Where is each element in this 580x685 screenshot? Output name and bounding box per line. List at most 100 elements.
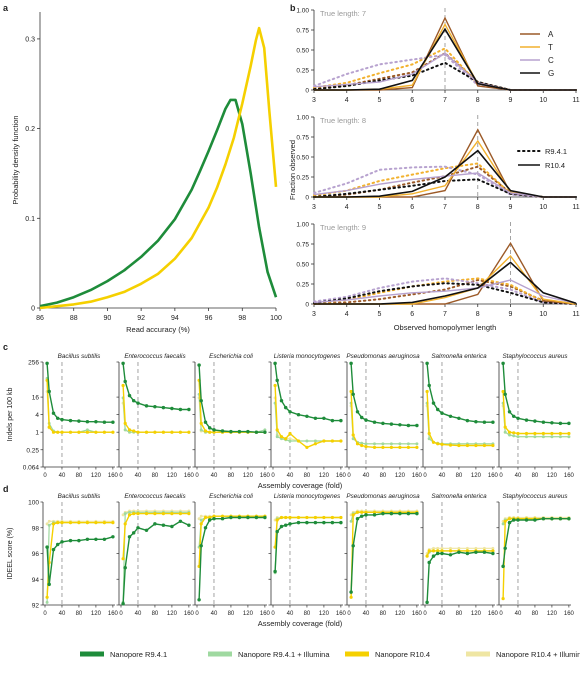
series-line-yl <box>274 397 341 442</box>
series-point-y <box>541 431 546 436</box>
y-tick-label: 0.064 <box>23 465 40 472</box>
facet-staphylococcus-aureus: Staphylococcus aureus 0 40 80 120 160 <box>496 493 575 617</box>
x-tick-label: 6 <box>410 97 414 104</box>
series-point-y <box>436 442 440 446</box>
series-point-gl <box>199 518 203 522</box>
series-point-gl <box>512 434 516 438</box>
series-line-yl <box>426 405 493 445</box>
x-tick-label: 120 <box>91 473 102 479</box>
series-point-y <box>275 428 279 432</box>
series-point-y <box>512 431 516 435</box>
series-point-g <box>153 404 157 409</box>
series-point-g <box>322 416 326 421</box>
x-tick-label: 160 <box>336 611 347 617</box>
series-line-gl <box>122 511 189 603</box>
r104-line-G <box>314 149 576 198</box>
series-point-y <box>567 431 571 436</box>
series-point-gl <box>516 435 520 439</box>
x-tick-label: 0 <box>423 611 427 617</box>
series-point-y <box>313 515 317 520</box>
x-tick-label: 120 <box>395 611 406 617</box>
x-axis-label: Assembly coverage (fold) <box>258 619 343 628</box>
series-point-yl <box>440 546 444 550</box>
series-point-y <box>111 521 115 525</box>
series-point-g <box>296 412 301 417</box>
series-point-gl <box>503 430 507 434</box>
subpanel-title: True length: 8 <box>320 116 366 125</box>
series-point-g <box>507 520 512 525</box>
facet-title: Staphylococcus aureus <box>502 353 568 360</box>
series-point-yl <box>457 546 461 550</box>
series-point-g <box>533 419 537 423</box>
x-axis-label: Observed homopolymer length <box>394 323 497 332</box>
series-point-y <box>121 557 125 561</box>
x-tick-label: 160 <box>184 473 195 479</box>
y-tick-label: 0 <box>305 302 309 309</box>
y-tick-label: 1.00 <box>296 222 309 229</box>
y-tick-label: 1 <box>35 430 39 437</box>
series-point-y <box>123 522 127 526</box>
series-point-y <box>425 389 429 394</box>
series-point-y <box>161 430 165 434</box>
series-point-g <box>349 590 353 594</box>
series-point-y <box>503 519 507 523</box>
x-tick-label: 120 <box>91 611 102 617</box>
x-tick-label: 80 <box>380 473 387 479</box>
series-point-g <box>474 550 478 554</box>
series-point-g <box>567 421 571 426</box>
x-tick-label: 40 <box>59 473 66 479</box>
series-point-g <box>212 428 216 432</box>
series-point-g <box>199 544 203 548</box>
y-tick-label: 0 <box>305 88 309 95</box>
facet-title: Listeria monocytogenes <box>274 493 341 500</box>
series-point-g <box>273 361 277 366</box>
x-tick-label: 0 <box>195 611 199 617</box>
panel-letter-d: d <box>3 484 9 494</box>
x-tick-label: 160 <box>488 611 499 617</box>
series-point-g <box>435 407 440 412</box>
series-point-yl <box>432 546 435 550</box>
series-point-y <box>465 549 469 553</box>
legend-label-T: T <box>548 43 553 52</box>
series-point-y <box>132 429 136 433</box>
x-tick-label: 120 <box>167 611 178 617</box>
series-point-g <box>136 401 140 405</box>
subpanel-title: True length: 7 <box>320 9 366 18</box>
series-point-gl <box>508 433 511 437</box>
x-tick-label: 120 <box>547 473 558 479</box>
series-point-g <box>296 520 301 525</box>
x-tick-label: 40 <box>287 473 294 479</box>
x-tick-label: 120 <box>395 473 406 479</box>
x-tick-label: 0 <box>499 611 503 617</box>
x-tick-label: 40 <box>211 473 218 479</box>
series-point-g <box>207 426 212 430</box>
y-tick-label: 0.75 <box>296 242 309 249</box>
x-tick-label: 80 <box>76 611 83 617</box>
series-point-gl <box>567 435 571 439</box>
y-tick-label: 0.25 <box>296 282 309 289</box>
x-tick-label: 120 <box>243 473 254 479</box>
series-point-g <box>187 523 191 527</box>
series-point-g <box>45 361 49 366</box>
series-point-y <box>56 521 60 525</box>
facet-title: Staphylococcus aureus <box>502 493 568 500</box>
y-axis-label: IDEEL score (%) <box>7 528 14 580</box>
series-point-g <box>131 531 136 535</box>
series-point-g <box>229 429 233 434</box>
series-line-gl <box>46 378 113 433</box>
series-point-y <box>427 431 431 436</box>
series-point-g <box>288 522 292 526</box>
series-point-y <box>203 515 208 520</box>
y-axis-label: Fraction observed <box>288 140 297 200</box>
series-point-g <box>102 420 107 424</box>
series-point-g <box>85 419 90 424</box>
y-axis-label: Indels per 100 kb <box>7 388 14 442</box>
x-tick-label: 3 <box>312 204 316 211</box>
legend-label-r104: R10.4 <box>545 161 565 170</box>
series-point-g <box>427 383 431 388</box>
series-line-y <box>350 391 417 449</box>
series-point-g <box>263 515 267 520</box>
series-point-y <box>284 437 288 441</box>
facet-bacillus-subtilis: Bacillus subtilis 0 40 80 120 160 <box>40 353 119 479</box>
series-point-y <box>431 549 436 553</box>
